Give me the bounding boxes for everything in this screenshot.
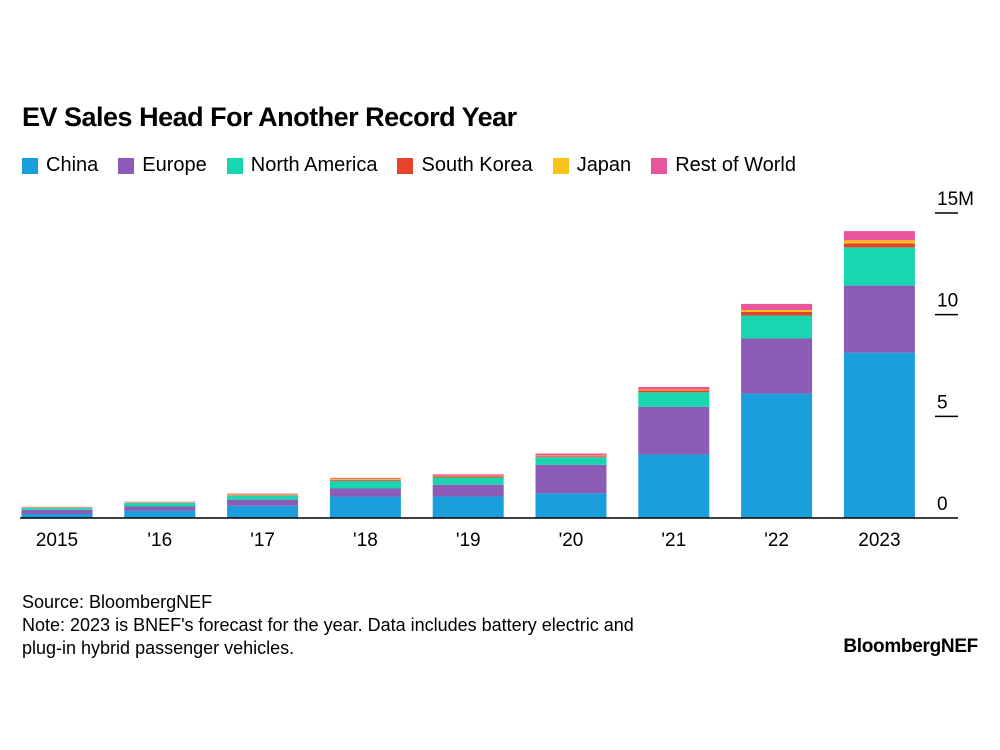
bar-segment-japan-3 [329, 479, 401, 480]
bar-segment-japan-5 [535, 455, 607, 457]
bar-segment-rest-of-world-4 [432, 474, 504, 476]
bar-segment-south-korea-4 [432, 476, 504, 478]
bar-segment-rest-of-world-7 [741, 303, 813, 310]
legend-label-south-korea: South Korea [421, 154, 533, 176]
brand-logo: BloombergNEF [843, 636, 978, 657]
bar-segment-north-america-8 [843, 247, 915, 286]
bar-segment-south-korea-7 [741, 312, 813, 316]
bar-segment-japan-4 [432, 475, 504, 477]
legend-label-north-america: North America [250, 154, 378, 176]
legend-swatch-europe [118, 157, 135, 174]
bar-segment-china-0 [21, 513, 93, 518]
bar-segment-japan-8 [843, 240, 915, 244]
note-text-line-2: plug-in hybrid passenger vehicles. [22, 638, 295, 658]
chart-footer: Source: BloombergNEF Note: 2023 is BNEF'… [22, 591, 782, 660]
bar-segment-north-america-6 [638, 392, 710, 407]
bar-segment-north-america-0 [21, 507, 93, 510]
legend-item-south-korea: South Korea [397, 154, 533, 177]
x-tick-label: 2023 [858, 530, 900, 551]
bar-segment-europe-6 [638, 407, 710, 455]
legend-swatch-south-korea [397, 157, 414, 174]
bar-segment-china-3 [329, 496, 401, 518]
bar-segment-europe-3 [329, 488, 401, 497]
bar-segment-china-5 [535, 493, 607, 518]
legend-item-china: China [22, 154, 98, 177]
chart-legend: China Europe North America South Korea J… [22, 154, 816, 177]
legend-swatch-north-america [226, 157, 243, 174]
bar-segment-china-4 [432, 496, 504, 518]
legend-item-rest-of-world: Rest of World [651, 154, 796, 177]
x-tick-label: 2015 [36, 530, 78, 551]
y-tick-label: 15M [937, 189, 974, 210]
chart-title: EV Sales Head For Another Record Year [22, 102, 517, 132]
y-tick-label: 0 [937, 494, 948, 515]
bar-segment-china-7 [741, 393, 813, 518]
legend-label-rest-of-world: Rest of World [675, 154, 796, 176]
bar-segment-north-america-3 [329, 480, 401, 489]
bar-segment-rest-of-world-3 [329, 477, 401, 479]
bar-segment-north-america-1 [124, 503, 196, 507]
x-tick-label: '21 [661, 530, 686, 551]
bar-segment-rest-of-world-5 [535, 453, 607, 456]
x-tick-label: '20 [559, 530, 584, 551]
bar-segment-north-america-2 [227, 495, 299, 500]
bar-segment-south-korea-5 [535, 456, 607, 458]
bar-segment-north-america-7 [741, 315, 813, 339]
legend-label-europe: Europe [142, 154, 207, 176]
bar-segment-north-america-4 [432, 477, 504, 485]
y-tick-label: 10 [937, 291, 958, 312]
bar-segment-rest-of-world-2 [227, 493, 299, 495]
bar-segment-rest-of-world-8 [843, 231, 915, 241]
bar-segment-north-america-5 [535, 457, 607, 465]
legend-swatch-japan [552, 157, 569, 174]
bar-segment-europe-7 [741, 338, 813, 394]
x-tick-label: '18 [353, 530, 378, 551]
bar-segment-japan-6 [638, 389, 710, 391]
x-tick-label: '17 [250, 530, 275, 551]
bar-segment-japan-2 [227, 494, 299, 496]
bar-segment-china-1 [124, 510, 196, 518]
legend-swatch-china [22, 157, 38, 174]
bar-segment-europe-5 [535, 464, 607, 494]
source-text: Source: BloombergNEF [22, 592, 213, 612]
bar-segment-europe-0 [21, 509, 93, 514]
bar-segment-europe-8 [843, 285, 915, 353]
bar-segment-europe-1 [124, 506, 196, 511]
bar-segment-japan-7 [741, 310, 813, 312]
bar-segment-europe-4 [432, 484, 504, 497]
bar-segment-south-korea-3 [329, 480, 401, 481]
legend-label-china: China [46, 154, 99, 176]
note-text-line-1: Note: 2023 is BNEF's forecast for the ye… [22, 615, 634, 635]
legend-swatch-rest-of-world [651, 157, 668, 174]
bar-segment-china-8 [843, 352, 915, 518]
bar-segment-south-korea-6 [638, 390, 710, 393]
bar-segment-china-6 [638, 454, 710, 518]
bar-segment-rest-of-world-1 [124, 501, 196, 503]
legend-label-japan: Japan [576, 154, 632, 176]
legend-item-europe: Europe [118, 154, 207, 177]
x-tick-label: '19 [456, 530, 481, 551]
bar-segment-south-korea-8 [843, 243, 915, 248]
bar-segment-europe-2 [227, 499, 299, 506]
legend-item-japan: Japan [552, 154, 632, 177]
bar-segment-rest-of-world-6 [638, 386, 710, 390]
x-tick-label: '22 [764, 530, 789, 551]
x-tick-label: '16 [147, 530, 172, 551]
bar-segment-china-2 [227, 505, 299, 518]
y-tick-label: 5 [937, 392, 948, 413]
legend-item-north-america: North America [226, 154, 378, 177]
